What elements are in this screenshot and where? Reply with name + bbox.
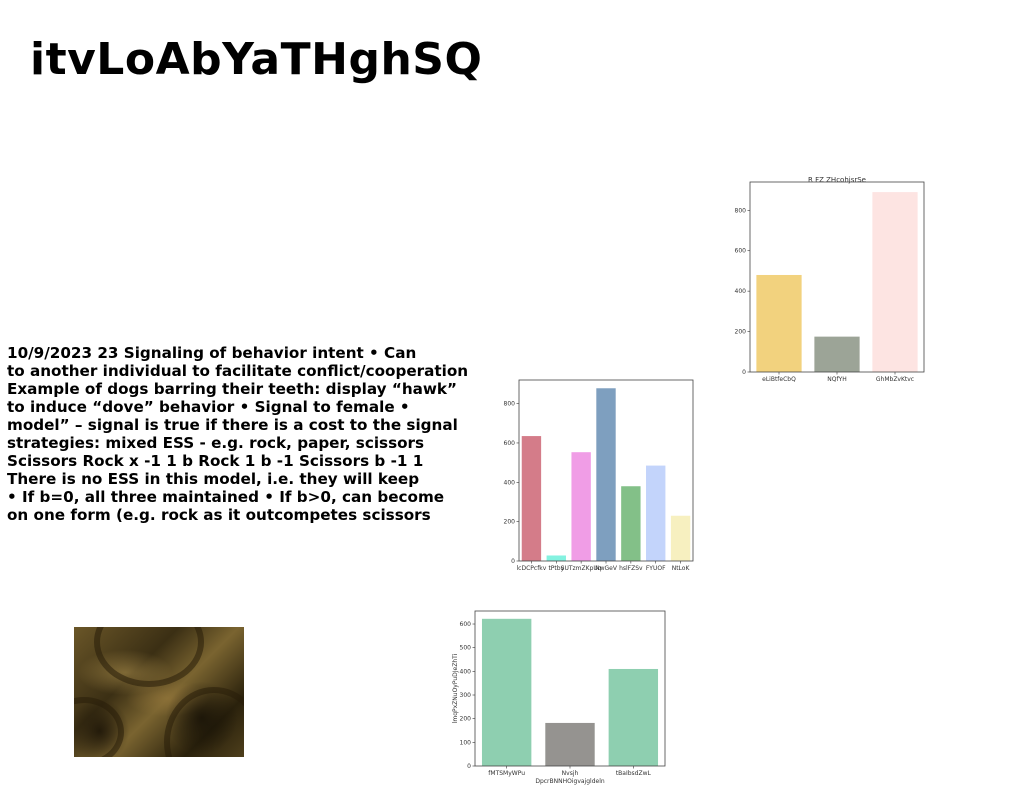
chart-bar xyxy=(546,555,566,561)
y-tick-label: 400 xyxy=(460,668,472,675)
x-tick-label: lcDCPcfkv xyxy=(517,565,547,572)
bar-chart-bottom-svg: fMTSMyWPu Nvsjh tBaIbsdZwL 0 100 200 300 400 500… xyxy=(452,610,666,785)
y-tick-label: 200 xyxy=(460,716,472,723)
x-tick-label: NQfYH xyxy=(827,376,847,383)
chart-bar xyxy=(481,618,532,766)
chart-bar xyxy=(814,336,860,372)
page-title: itvLoAbYaTHghSQ xyxy=(30,34,483,85)
chart-bar xyxy=(596,388,616,561)
plot-frame xyxy=(518,379,694,562)
y-tick-label: 0 xyxy=(511,558,515,565)
text-line: 10/9/2023 23 Signaling of behavior inten… xyxy=(7,344,417,362)
x-axis-label: DpcrBNNHOigvajgldeln xyxy=(535,778,605,785)
x-tick-label: hslFZSv xyxy=(619,565,643,572)
chart-bar xyxy=(545,722,595,766)
chart-bar xyxy=(646,465,666,561)
chart-bar xyxy=(608,668,659,766)
fabric-fold xyxy=(94,627,204,687)
fabric-photo xyxy=(74,627,244,757)
text-line: to another individual to facilitate conf… xyxy=(7,362,469,380)
text-line: on one form (e.g. rock as it outcompetes… xyxy=(7,506,431,524)
x-tick-label: SUTzmZKpUq xyxy=(561,565,602,572)
slide-text-block: 10/9/2023 23 Signaling of behavior inten… xyxy=(7,344,497,524)
text-line: Example of dogs barring their teeth: dis… xyxy=(7,380,457,398)
y-tick-label: 200 xyxy=(735,329,747,336)
bar-chart-middle: lcDCPcfkv tPtby SUTzmZKpUq NwGeV hslFZSv FYUO… xyxy=(500,375,700,577)
chart-title: R FZ ZHcohjsrSe xyxy=(808,176,866,184)
text-line: strategies: mixed ESS - e.g. rock, paper… xyxy=(7,434,425,452)
y-tick-label: 500 xyxy=(460,645,472,652)
bar-chart-top-right: R FZ ZHcohjsrSe eLiBtfeCbQ NQfYH GhMbZvKtvc… xyxy=(730,168,930,388)
y-tick-label: 600 xyxy=(504,440,516,447)
chart-bar xyxy=(521,436,542,561)
y-tick-label: 300 xyxy=(460,692,472,699)
y-tick-label: 0 xyxy=(742,369,746,376)
y-tick-label: 200 xyxy=(504,519,516,526)
x-tick-label: eLiBtfeCbQ xyxy=(762,376,796,383)
chart-bar xyxy=(571,452,591,561)
y-tick-label: 800 xyxy=(735,207,747,214)
x-tick-label: tBaIbsdZwL xyxy=(616,770,652,777)
y-tick-label: 400 xyxy=(735,288,747,295)
text-line: • If b=0, all three maintained • If b>0,… xyxy=(7,488,445,506)
x-tick-label: GhMbZvKtvc xyxy=(876,376,914,383)
plot-frame xyxy=(749,181,925,373)
y-tick-label: 100 xyxy=(460,739,472,746)
chart-bar xyxy=(872,192,918,372)
y-tick-label: 0 xyxy=(467,763,471,770)
y-tick-label: 800 xyxy=(504,401,516,408)
x-tick-label: fMTSMyWPu xyxy=(488,770,525,777)
chart-bar xyxy=(756,274,802,372)
text-line: There is no ESS in this model, i.e. they… xyxy=(7,470,420,488)
fabric-fold xyxy=(164,687,244,757)
text-line: Scissors Rock x -1 1 b Rock 1 b -1 Sciss… xyxy=(7,452,424,470)
x-tick-label: FYUOF xyxy=(646,565,666,572)
fabric-fold xyxy=(74,697,124,757)
y-tick-label: 600 xyxy=(735,248,747,255)
x-tick-label: NwGeV xyxy=(595,565,618,572)
x-tick-label: NtLoK xyxy=(672,565,691,572)
y-tick-label: 600 xyxy=(460,621,472,628)
x-tick-label: tPtby xyxy=(548,565,564,572)
text-line: model” – signal is true if there is a co… xyxy=(7,416,458,434)
bar-chart-top-right-svg: R FZ ZHcohjsrSe eLiBtfeCbQ NQfYH GhMbZvKtvc… xyxy=(735,176,925,383)
y-tick-label: 400 xyxy=(504,479,516,486)
y-axis-label: lmqPxZNuOyPuDJeZhTi xyxy=(452,653,459,723)
chart-bar xyxy=(621,486,641,561)
chart-bar xyxy=(670,515,691,561)
x-tick-label: Nvsjh xyxy=(562,770,579,777)
bar-chart-bottom: fMTSMyWPu Nvsjh tBaIbsdZwL 0 100 200 300 400 500… xyxy=(448,606,670,786)
text-line: to induce “dove” behavior • Signal to fe… xyxy=(7,398,410,416)
plot-frame xyxy=(474,610,666,767)
